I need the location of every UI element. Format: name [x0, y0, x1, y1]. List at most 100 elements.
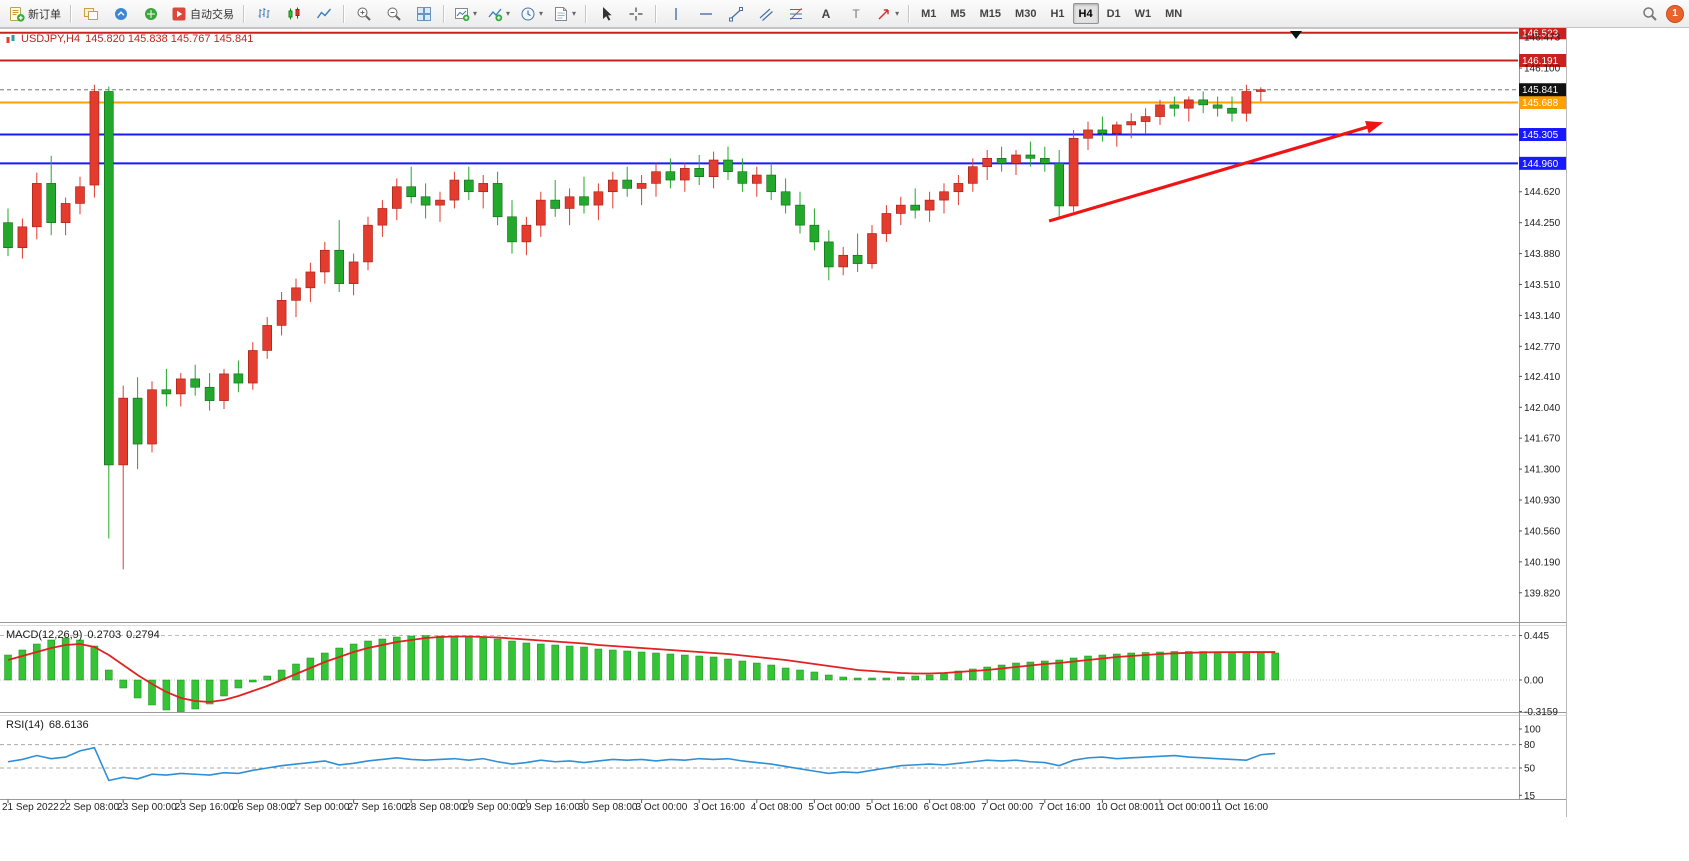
fibonacci-button[interactable] — [782, 2, 810, 26]
vertical-line-button[interactable] — [662, 2, 690, 26]
macd-histogram-bar — [681, 654, 689, 681]
candle-body — [694, 168, 705, 178]
macd-label: MACD(12,26,9) 0.2703 0.2794 — [6, 629, 160, 641]
macd-histogram-bar — [61, 637, 70, 681]
macd-histogram-bar — [1242, 652, 1251, 681]
charts-button[interactable] — [77, 2, 105, 26]
macd-histogram-bar — [825, 674, 833, 681]
candle-body — [1097, 129, 1108, 134]
candle-body — [406, 186, 417, 198]
axis-label: 144.250 — [1524, 218, 1561, 229]
trend-arrow[interactable] — [1048, 122, 1378, 223]
candle-body — [31, 183, 42, 228]
chart-shift-marker[interactable] — [1290, 31, 1302, 39]
separator — [908, 4, 911, 23]
candle-body — [1025, 154, 1036, 159]
macd-histogram-bar — [738, 660, 747, 681]
candle-body — [334, 249, 345, 284]
bid-price-box — [1519, 83, 1566, 97]
separator — [655, 4, 658, 23]
arrows-button[interactable]: ▾ — [872, 2, 903, 26]
arrows-caret-icon: ▾ — [895, 8, 900, 18]
periods-button[interactable]: ▾ — [516, 2, 547, 26]
auto-trading-button[interactable]: 自动交易 — [167, 2, 238, 26]
trendline-button[interactable] — [722, 2, 750, 26]
new-chart-button[interactable]: ▾ — [450, 2, 481, 26]
svg-text:T: T — [852, 7, 860, 21]
candle-body — [895, 204, 906, 214]
zoom-out-icon — [387, 7, 401, 21]
candle-body — [1198, 99, 1208, 106]
axis-label: 144.960 — [1522, 159, 1559, 170]
macd-histogram-bar — [897, 676, 905, 681]
cursor-button[interactable] — [592, 2, 620, 26]
macd-histogram-bar — [119, 679, 127, 689]
macd-histogram-bar — [594, 648, 603, 681]
text-button[interactable]: A — [812, 2, 840, 26]
timeframe-h4-button[interactable]: H4 — [1072, 3, 1099, 24]
bar-chart-button[interactable] — [250, 2, 278, 26]
candle-body — [535, 199, 546, 226]
macd-histogram-bar — [263, 675, 271, 681]
timeframe-h1-button[interactable]: H1 — [1050, 7, 1065, 20]
text-icon: A — [822, 7, 831, 21]
tile-windows-button[interactable] — [410, 2, 438, 26]
date-label: 29 Sep 00:00 — [463, 802, 523, 813]
zoom-out-button[interactable] — [380, 2, 408, 26]
navigator-button[interactable] — [137, 2, 165, 26]
timeframe-m30-button[interactable]: M30 — [1015, 7, 1037, 20]
candle-body — [1256, 89, 1266, 92]
label-button[interactable]: T — [842, 2, 870, 26]
timeframe-mn-button[interactable]: MN — [1165, 7, 1183, 20]
date-label: 28 Sep 08:00 — [405, 802, 465, 813]
macd-histogram-bar — [796, 669, 804, 681]
candle-body — [1112, 124, 1122, 134]
timeframe-m1-button[interactable]: M1 — [921, 7, 937, 20]
date-label: 4 Oct 08:00 — [751, 802, 803, 813]
axis-label: 145.305 — [1522, 130, 1559, 141]
date-label: 22 Sep 08:00 — [60, 802, 120, 813]
macd-histogram-bar — [76, 639, 84, 681]
macd-histogram-bar — [695, 655, 703, 681]
market-watch-button[interactable] — [107, 2, 135, 26]
candle-body — [1126, 121, 1136, 126]
zoom-in-button[interactable] — [350, 2, 378, 26]
crosshair-button[interactable] — [622, 2, 650, 26]
date-label: 23 Sep 16:00 — [175, 802, 235, 813]
macd-histogram-bar — [18, 649, 27, 681]
date-label: 30 Sep 08:00 — [578, 802, 638, 813]
macd-histogram-bar — [4, 654, 12, 681]
horizontal-line-button[interactable] — [692, 2, 720, 26]
trend-arrow-head[interactable] — [1365, 120, 1384, 134]
line-chart-button[interactable] — [310, 2, 338, 26]
channel-button[interactable] — [752, 2, 780, 26]
axis-label: 146.473 — [1524, 32, 1561, 43]
candlestick-chart-icon — [288, 7, 300, 19]
search-button[interactable] — [1636, 2, 1664, 26]
timeframe-w1-button[interactable]: W1 — [1134, 7, 1152, 20]
candlestick-chart-button[interactable] — [280, 2, 308, 26]
timeframe-m15-button[interactable]: M15 — [979, 7, 1002, 20]
candle-body — [1212, 104, 1223, 109]
candle-body — [924, 199, 935, 211]
indicators-button[interactable]: ▾ — [483, 2, 514, 26]
macd-histogram-bar — [911, 675, 919, 681]
candle-body — [60, 203, 71, 223]
new-order-button[interactable]: 新订单 — [5, 2, 65, 26]
separator — [243, 4, 245, 23]
macd-histogram-bar — [33, 643, 41, 681]
candle-body — [492, 183, 503, 218]
candle-body — [910, 204, 921, 211]
macd-histogram-bar — [90, 645, 99, 681]
date-label: 21 Sep 2022 — [2, 802, 59, 813]
candle-body — [708, 159, 719, 178]
axis-label: -0.3159 — [1524, 707, 1558, 718]
macd-histogram-bar — [479, 637, 487, 681]
timeframe-m5-button[interactable]: M5 — [950, 7, 966, 20]
macd-histogram-bar — [1055, 659, 1063, 681]
notification-badge[interactable]: 1 — [1666, 4, 1684, 23]
candle-body — [219, 373, 229, 401]
timeframe-d1-button[interactable]: D1 — [1106, 7, 1121, 20]
templates-button[interactable]: ▾ — [549, 2, 580, 26]
